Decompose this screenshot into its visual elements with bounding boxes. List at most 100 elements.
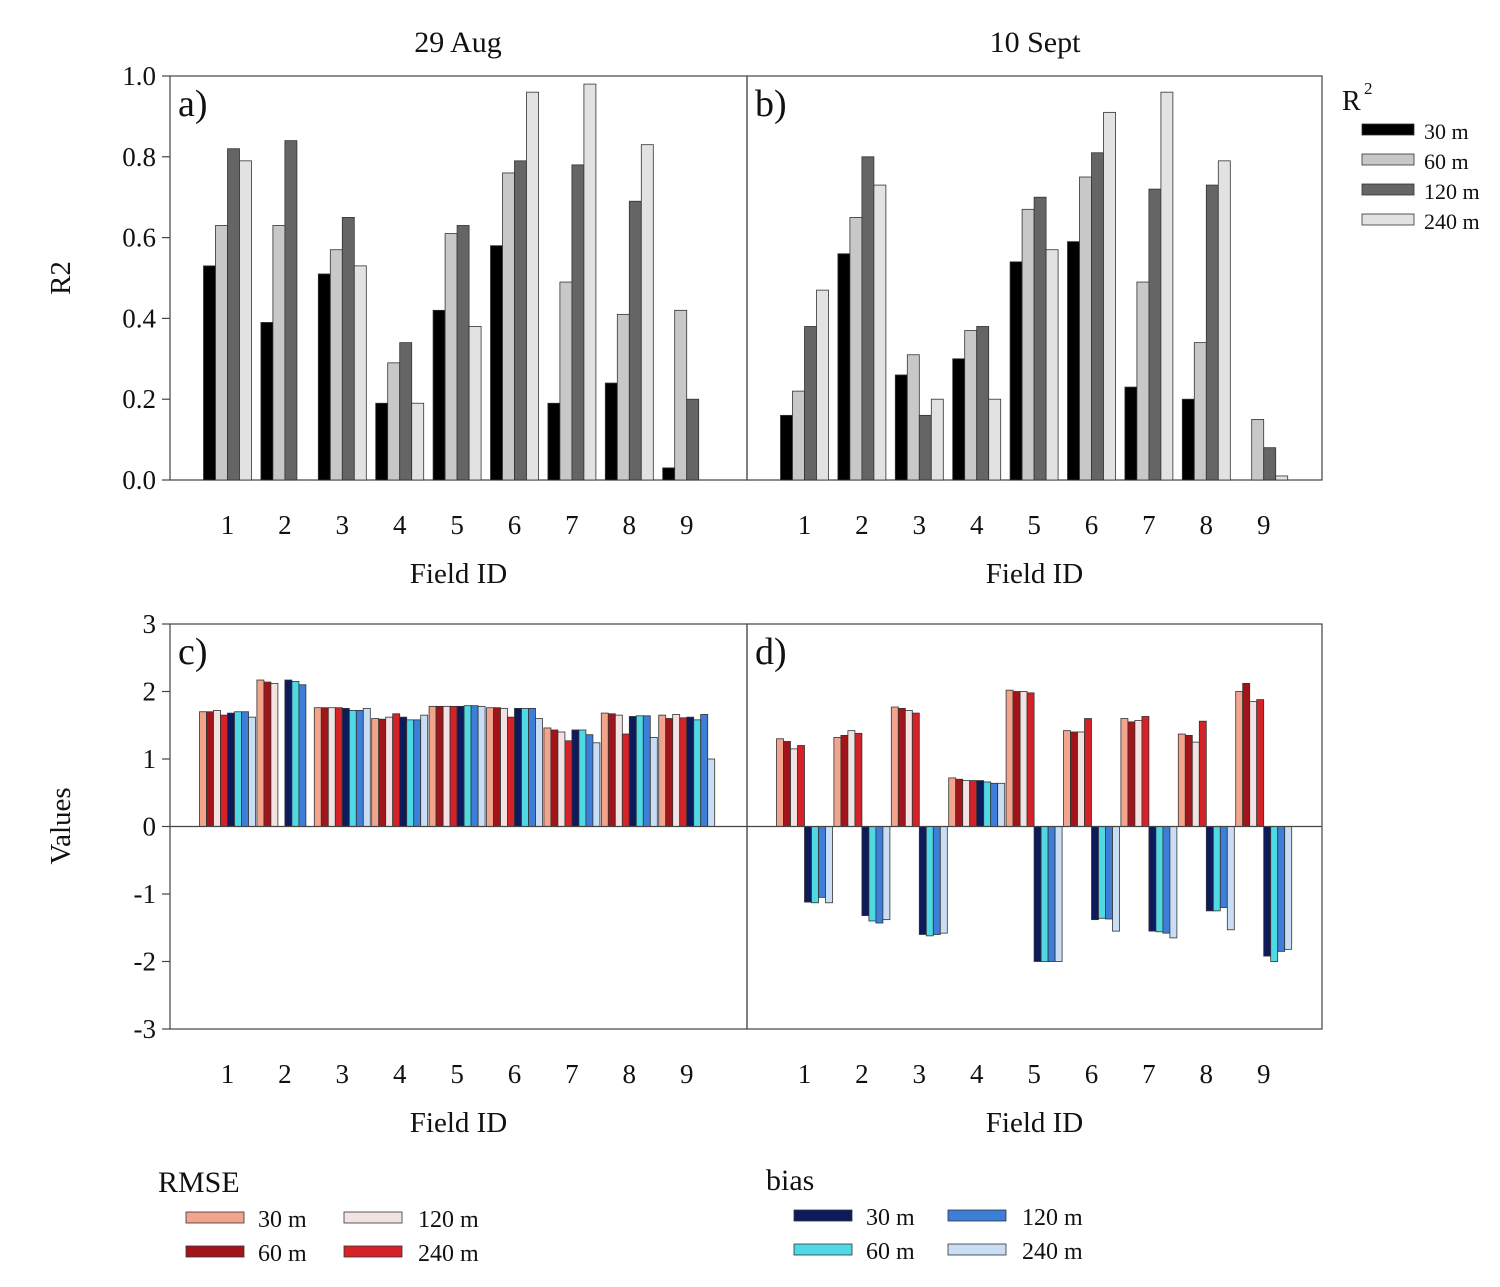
- bar-c-RMSE-240-m-field-8: [621, 733, 630, 827]
- bar-a-240-m-field-3: [353, 265, 367, 481]
- bar-c-bias-120-m-field-4: [413, 719, 422, 827]
- bar-c-RMSE-60-m-field-1: [206, 711, 214, 827]
- bar-b-120-m-field-8: [1205, 184, 1219, 481]
- x-tick-label: 7: [565, 1059, 579, 1089]
- x-tick-label: 7: [565, 510, 579, 540]
- bar-a-60-m-field-9: [674, 309, 688, 481]
- legend-label: 240 m: [418, 1241, 479, 1267]
- bar-b-240-m-field-5: [1045, 249, 1059, 481]
- legend-label: 30 m: [866, 1205, 915, 1231]
- bar-b-240-m-field-9: [1275, 475, 1289, 481]
- legend-swatch: [793, 1243, 853, 1256]
- bar-c-bias-240-m-field-7: [592, 742, 601, 827]
- bar-d-RMSE-60-m-field-1: [783, 741, 791, 827]
- x-tick-label: 2: [855, 510, 869, 540]
- bar-b-240-m-field-4: [988, 398, 1002, 481]
- bar-c-bias-240-m-field-6: [535, 718, 543, 827]
- bar-d-bias-120-m-field-5: [1047, 826, 1056, 962]
- x-axis-label: Field ID: [410, 1107, 507, 1139]
- y-axis-label: R2: [45, 261, 77, 295]
- panel-label: a): [178, 83, 208, 125]
- bar-c-RMSE-30-m-field-6: [486, 707, 494, 827]
- bar-d-RMSE-30-m-field-2: [833, 737, 842, 827]
- x-tick-label: 7: [1142, 1059, 1156, 1089]
- bar-c-bias-120-m-field-6: [528, 707, 536, 827]
- bar-c-RMSE-60-m-field-6: [493, 707, 501, 827]
- bar-c-RMSE-60-m-field-2: [263, 681, 272, 827]
- x-tick-label: 8: [1200, 1059, 1214, 1089]
- bar-a-30-m-field-2: [260, 322, 274, 481]
- bar-d-RMSE-60-m-field-9: [1242, 683, 1251, 827]
- legend-label: 30 m: [1424, 119, 1469, 144]
- x-tick-label: 3: [913, 510, 927, 540]
- x-tick-label: 5: [1027, 1059, 1041, 1089]
- bar-c-RMSE-120-m-field-5: [442, 705, 451, 827]
- x-tick-label: 7: [1142, 510, 1156, 540]
- bar-c-RMSE-240-m-field-6: [507, 716, 515, 827]
- bar-d-RMSE-120-m-field-6: [1077, 731, 1085, 827]
- bar-d-RMSE-120-m-field-8: [1191, 741, 1200, 827]
- bar-b-120-m-field-5: [1033, 196, 1047, 481]
- bar-d-RMSE-30-m-field-3: [890, 706, 899, 827]
- x-tick-label: 5: [1027, 510, 1041, 540]
- legend-swatch: [1361, 153, 1415, 166]
- bar-c-RMSE-240-m-field-9: [679, 717, 688, 827]
- x-tick-label: 9: [1257, 510, 1271, 540]
- bar-d-RMSE-30-m-field-4: [948, 777, 957, 827]
- x-tick-label: 4: [393, 510, 407, 540]
- panel-c: 1 2 3 4 5 6 7 8 9 Field ID c): [169, 623, 748, 1139]
- bar-c-bias-60-m-field-1: [234, 711, 242, 827]
- bar-c-bias-120-m-field-5: [470, 705, 479, 827]
- bar-c-RMSE-120-m-field-2: [270, 683, 279, 827]
- bar-d-bias-120-m-field-3: [932, 826, 941, 935]
- bar-c-bias-60-m-field-3: [348, 710, 357, 827]
- bar-c-RMSE-60-m-field-8: [607, 713, 616, 827]
- bar-a-120-m-field-7: [571, 164, 585, 481]
- bar-d-bias-120-m-field-1: [818, 826, 826, 898]
- bar-a-60-m-field-1: [215, 225, 228, 481]
- bar-c-bias-60-m-field-8: [635, 715, 644, 827]
- legend-label: 60 m: [1424, 149, 1469, 174]
- x-tick-label: 8: [623, 1059, 637, 1089]
- bar-d-bias-60-m-field-8: [1212, 826, 1221, 912]
- bar-d-bias-30-m-field-3: [918, 826, 927, 935]
- bar-c-RMSE-240-m-field-1: [220, 714, 228, 827]
- bar-c-RMSE-120-m-field-4: [385, 716, 394, 827]
- bar-d-bias-240-m-field-7: [1169, 826, 1178, 939]
- bar-c-RMSE-30-m-field-1: [199, 711, 207, 827]
- bar-a-60-m-field-6: [502, 172, 515, 481]
- x-tick-label: 9: [680, 1059, 694, 1089]
- bar-d-bias-240-m-field-9: [1284, 826, 1293, 950]
- y-tick-label: -3: [134, 1014, 157, 1044]
- bar-a-30-m-field-3: [317, 273, 331, 481]
- bar-b-240-m-field-7: [1160, 91, 1174, 481]
- bar-c-RMSE-240-m-field-5: [449, 705, 458, 827]
- panel-label: d): [755, 631, 787, 673]
- bar-c-bias-240-m-field-4: [420, 714, 429, 827]
- y-axis-label: Values: [45, 787, 77, 864]
- bar-d-RMSE-240-m-field-8: [1198, 720, 1207, 827]
- y-axis: -3 -2 -1 0 1 2 3 Values: [45, 609, 170, 1044]
- legend-label: 120 m: [1022, 1205, 1083, 1231]
- legend-label: 240 m: [1022, 1239, 1083, 1265]
- bar-d-bias-60-m-field-2: [868, 826, 877, 922]
- bar-c-RMSE-120-m-field-6: [500, 707, 508, 827]
- bar-d-RMSE-60-m-field-3: [897, 707, 906, 827]
- bar-c-bias-60-m-field-6: [521, 707, 529, 827]
- bar-c-bias-240-m-field-3: [362, 707, 371, 827]
- bar-a-60-m-field-3: [329, 249, 343, 481]
- bar-d-RMSE-30-m-field-7: [1120, 718, 1129, 827]
- bar-c-bias-30-m-field-1: [227, 712, 235, 827]
- legend-swatch: [185, 1211, 245, 1224]
- bar-b-60-m-field-1: [792, 390, 805, 481]
- y-tick-label: 1: [143, 744, 157, 774]
- bar-c-bias-240-m-field-5: [477, 705, 486, 827]
- legend-title: bias: [766, 1164, 814, 1197]
- bar-d-bias-30-m-field-2: [861, 826, 870, 916]
- bar-c-RMSE-240-m-field-7: [564, 740, 573, 827]
- bar-d-RMSE-240-m-field-7: [1141, 716, 1150, 827]
- bar-c-bias-60-m-field-9: [693, 719, 702, 827]
- bar-a-30-m-field-9: [662, 467, 676, 481]
- bar-d-bias-60-m-field-5: [1040, 826, 1049, 962]
- bar-d-RMSE-60-m-field-2: [840, 734, 849, 827]
